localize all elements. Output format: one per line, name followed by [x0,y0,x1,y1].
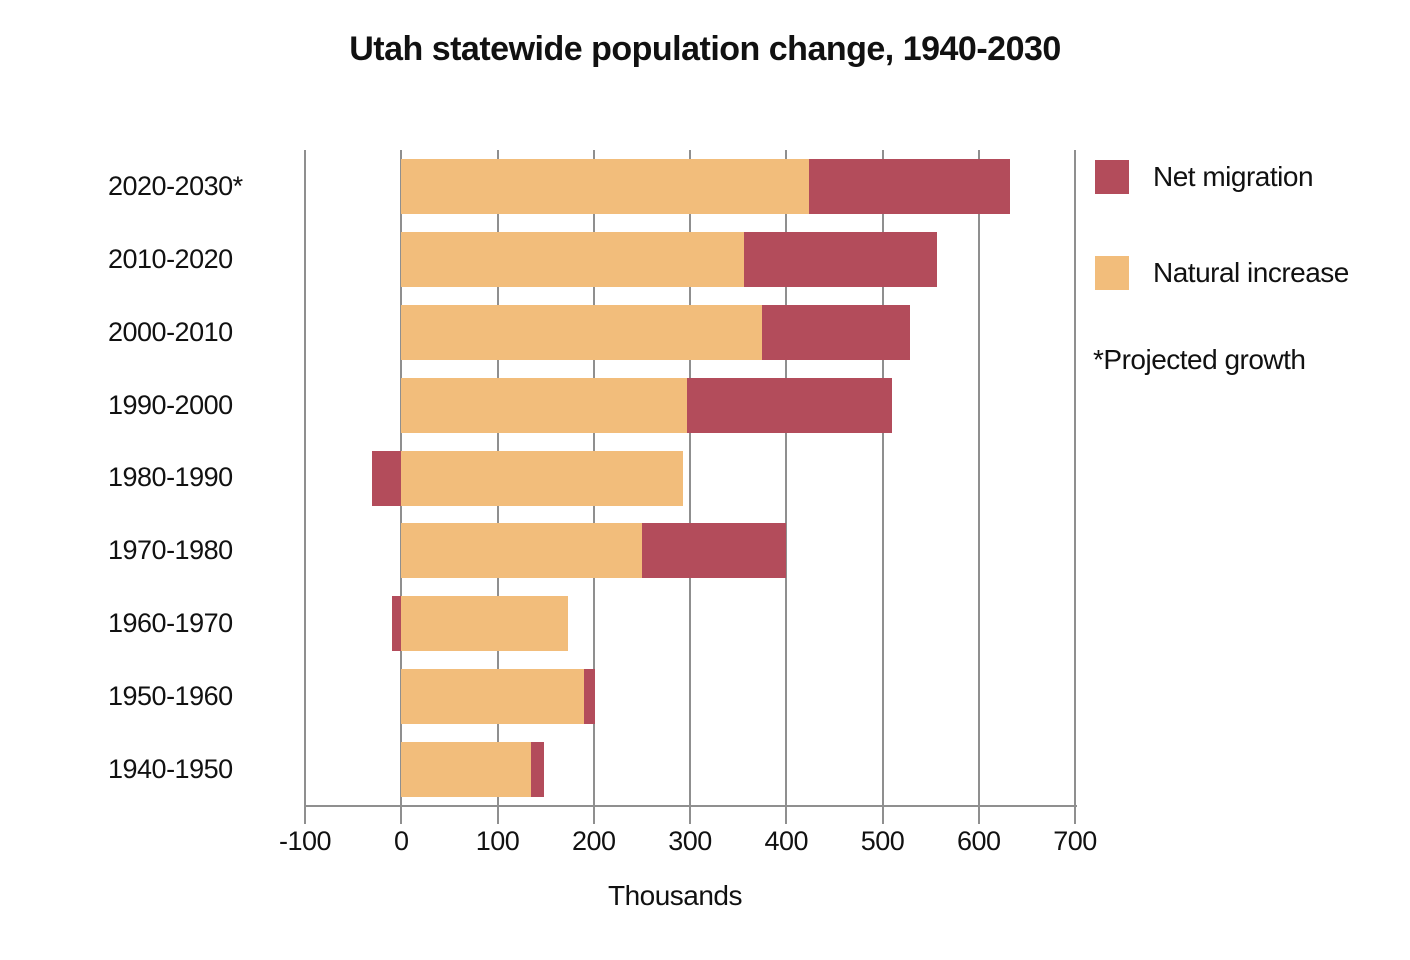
y-axis-label: 1980-1990 [108,462,233,493]
legend-item-net-migration: Net migration [1095,160,1314,194]
plot-area [304,150,1076,806]
bar-natural-increase [401,158,810,214]
bar-net-migration [641,523,787,579]
x-axis-tick-label: 400 [764,826,809,856]
y-axis-label: 2010-2020 [108,243,233,274]
x-axis-line [305,805,1077,807]
bar-natural-increase [401,742,532,798]
gridline [785,150,788,806]
bar-net-migration [584,669,595,725]
legend-item-natural-increase: Natural increase [1095,256,1349,290]
x-axis-tick [977,805,980,824]
x-axis-tick-label: -100 [278,826,332,856]
net-migration-swatch-icon [1095,160,1129,194]
x-axis-tick [1074,805,1076,824]
gridline [304,150,306,806]
x-axis-tick-label: 200 [571,826,616,856]
chart-title: Utah statewide population change, 1940-2… [349,30,1061,68]
y-axis-label: 1950-1960 [108,681,233,712]
x-axis-tick [496,805,499,824]
x-axis-tick-label: 0 [393,826,409,856]
x-axis-tick-label: 300 [668,826,712,856]
gridline [977,150,980,806]
x-axis-tick [592,805,595,824]
x-axis-tick [304,805,306,824]
y-axis-label: 1960-1970 [108,608,233,639]
y-axis-label: 1940-1950 [108,754,233,785]
projected-growth-footnote: *Projected growth [1093,344,1306,375]
bar-net-migration [531,742,544,798]
bar-natural-increase [401,523,642,579]
x-axis-tick-label: 100 [475,826,520,856]
legend-label: Natural increase [1153,257,1349,288]
x-axis-tick-label: 500 [860,826,905,856]
gridline [689,150,691,806]
x-axis-tick [400,805,403,824]
gridline [881,150,884,806]
x-axis-tick [689,805,691,824]
bar-natural-increase [401,304,763,360]
x-axis-tick [881,805,884,824]
x-axis-tick [785,805,788,824]
bar-net-migration [687,377,893,433]
bar-natural-increase [401,450,684,506]
bar-natural-increase [401,377,688,433]
bar-net-migration [809,158,1010,214]
y-axis-label: 2020-2030* [108,170,243,201]
bar-net-migration [391,596,402,652]
bar-natural-increase [401,596,568,652]
bar-net-migration [372,450,402,506]
gridline [1074,150,1076,806]
bar-net-migration [743,231,938,287]
bar-net-migration [762,304,911,360]
x-axis-tick-label: 600 [956,826,1001,856]
natural-increase-swatch-icon [1095,256,1129,290]
bar-natural-increase [401,231,744,287]
bar-natural-increase [401,669,585,725]
legend-label: Net migration [1153,161,1314,192]
y-axis-label: 1970-1980 [108,535,233,566]
x-axis-tick-label: 700 [1053,826,1097,856]
y-axis-label: 2000-2010 [108,316,233,347]
y-axis-label: 1990-2000 [108,389,233,420]
x-axis-title: Thousands [607,880,743,911]
